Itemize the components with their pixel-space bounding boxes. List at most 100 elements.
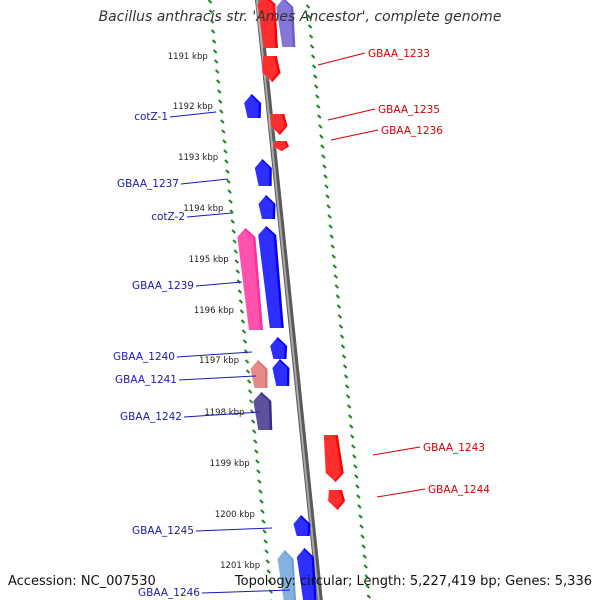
outer-ring-tick	[344, 384, 350, 389]
scale-label-1194-kbp: 1194 kbp	[183, 204, 223, 214]
outer-ring-tick	[323, 174, 328, 179]
scale-label-1200-kbp: 1200 kbp	[215, 510, 255, 520]
inner-ring-tick	[220, 119, 225, 124]
gene-gbaa-1239	[255, 226, 284, 328]
gene-gbaa-1232	[254, 0, 278, 48]
leader-line-gbaa_1246	[201, 589, 291, 594]
gene-label-cotz-2: cotZ-2	[151, 211, 185, 223]
gene-gbaa-1236-shine	[270, 141, 287, 151]
outer-ring-tick	[345, 394, 351, 399]
outer-ring-tick	[366, 594, 371, 599]
inner-ring-tick	[223, 149, 228, 154]
outer-ring-tick	[329, 234, 334, 239]
gene-gbaa-1244	[325, 490, 346, 510]
outer-ring-tick	[339, 334, 345, 339]
gene-gbaa-1241-body	[272, 359, 290, 386]
gene-label-gbaa_1235: GBAA_1235	[378, 104, 440, 116]
inner-ring-tick	[258, 489, 263, 494]
inner-ring-tick	[211, 39, 217, 44]
gene-gbaa-1232-shine	[254, 0, 276, 48]
gene-gbaa-1245-shine	[291, 515, 309, 536]
outer-ring-tick	[359, 524, 364, 529]
scale-label-1195-kbp: 1195 kbp	[189, 255, 229, 265]
inner-ring-tick	[209, 19, 215, 24]
leader-line-gbaa_1236	[330, 129, 379, 141]
outer-ring-tick	[351, 444, 356, 449]
leader-line-gbaa_1239	[195, 281, 243, 287]
scale-label-1197-kbp: 1197 kbp	[199, 356, 239, 366]
leader-line-gbaa_1243	[372, 446, 421, 456]
inner-ring-tick	[246, 379, 252, 384]
outer-ring-tick	[321, 154, 326, 159]
leader-line-cotz-2	[186, 212, 233, 218]
outer-ring-tick	[348, 414, 353, 419]
inner-ring-tick	[207, 0, 213, 4]
inner-ring-tick	[263, 539, 268, 544]
gene-gbaa-1243	[321, 435, 344, 482]
inner-ring-tick	[253, 439, 258, 444]
outer-ring-tick	[317, 114, 322, 119]
gene-cotz-2-body	[258, 195, 276, 219]
inner-ring-tick	[267, 579, 272, 584]
outer-ring-tick	[336, 304, 342, 309]
outer-ring-tick	[333, 274, 339, 279]
inner-ring-tick	[245, 369, 251, 374]
inner-ring-tick	[210, 29, 216, 34]
gene-label-gbaa_1240: GBAA_1240	[113, 351, 175, 363]
gene-gbaa-1237-body	[254, 159, 272, 186]
gene-gbaa-1233-purple-shine	[273, 0, 294, 47]
gene-gbaa-1241	[270, 359, 290, 386]
outer-ring-tick	[332, 264, 337, 269]
outer-ring-tick	[314, 84, 319, 89]
gene-gbaa-1246-shine	[294, 548, 315, 600]
scale-label-1191-kbp: 1191 kbp	[168, 52, 208, 62]
inner-ring-tick	[265, 559, 270, 564]
gene-gbaa-1241-shine	[270, 359, 288, 386]
inner-ring-tick	[251, 419, 256, 424]
outer-ring-tick	[310, 54, 316, 59]
outer-ring-tick	[327, 214, 332, 219]
outer-ring-tick	[346, 404, 352, 409]
inner-ring-tick	[237, 289, 243, 294]
outer-ring-tick	[318, 124, 323, 129]
inner-ring-tick	[216, 79, 221, 84]
inner-ring-tick	[241, 329, 247, 334]
gene-label-gbaa_1245: GBAA_1245	[132, 525, 194, 537]
gene-gbaa-1240-body	[270, 337, 288, 359]
inner-ring-tick	[255, 459, 260, 464]
gene-gbaa-1232-body	[257, 0, 278, 48]
outer-ring-tick	[306, 14, 312, 19]
inner-ring-tick	[229, 209, 234, 214]
gene-gbaa-1243-body	[323, 435, 344, 482]
inner-ring-tick	[254, 449, 259, 454]
genome-summary-text: Topology: circular; Length: 5,227,419 bp…	[234, 574, 592, 589]
gene-gbaa-1233-purple-body	[276, 0, 296, 47]
inner-ring-tick	[222, 139, 227, 144]
gene-label-gbaa_1236: GBAA_1236	[381, 125, 443, 137]
inner-ring-tick	[227, 189, 232, 194]
inner-ring-tick	[208, 9, 214, 14]
gene-gbaa-1240-shine	[267, 337, 285, 359]
accession-text: Accession: NC_007530	[8, 574, 156, 589]
inner-ring-tick	[217, 89, 222, 94]
inner-ring-tick	[264, 549, 269, 554]
inner-ring-tick	[215, 69, 220, 74]
inner-ring-tick	[261, 519, 266, 524]
gene-gbaa-1240	[267, 337, 288, 359]
gene-gbaa-1243-shine	[321, 435, 342, 482]
outer-ring-tick	[325, 194, 330, 199]
outer-ring-tick	[328, 224, 333, 229]
gene-gbaa-1246-light	[275, 550, 297, 600]
scale-label-1198-kbp: 1198 kbp	[204, 408, 244, 418]
inner-ring-tick	[212, 49, 218, 54]
outer-ring-tick	[324, 184, 329, 189]
outer-ring-tick	[330, 244, 335, 249]
outer-ring-tick	[343, 374, 349, 379]
inner-ring-tick	[221, 129, 226, 134]
scale-label-1199-kbp: 1199 kbp	[210, 459, 250, 469]
gene-label-gbaa_1233: GBAA_1233	[368, 48, 430, 60]
gene-label-gbaa_1246: GBAA_1246	[138, 587, 200, 599]
gene-gbaa-1237	[252, 159, 272, 186]
inner-ring-tick	[230, 219, 235, 224]
